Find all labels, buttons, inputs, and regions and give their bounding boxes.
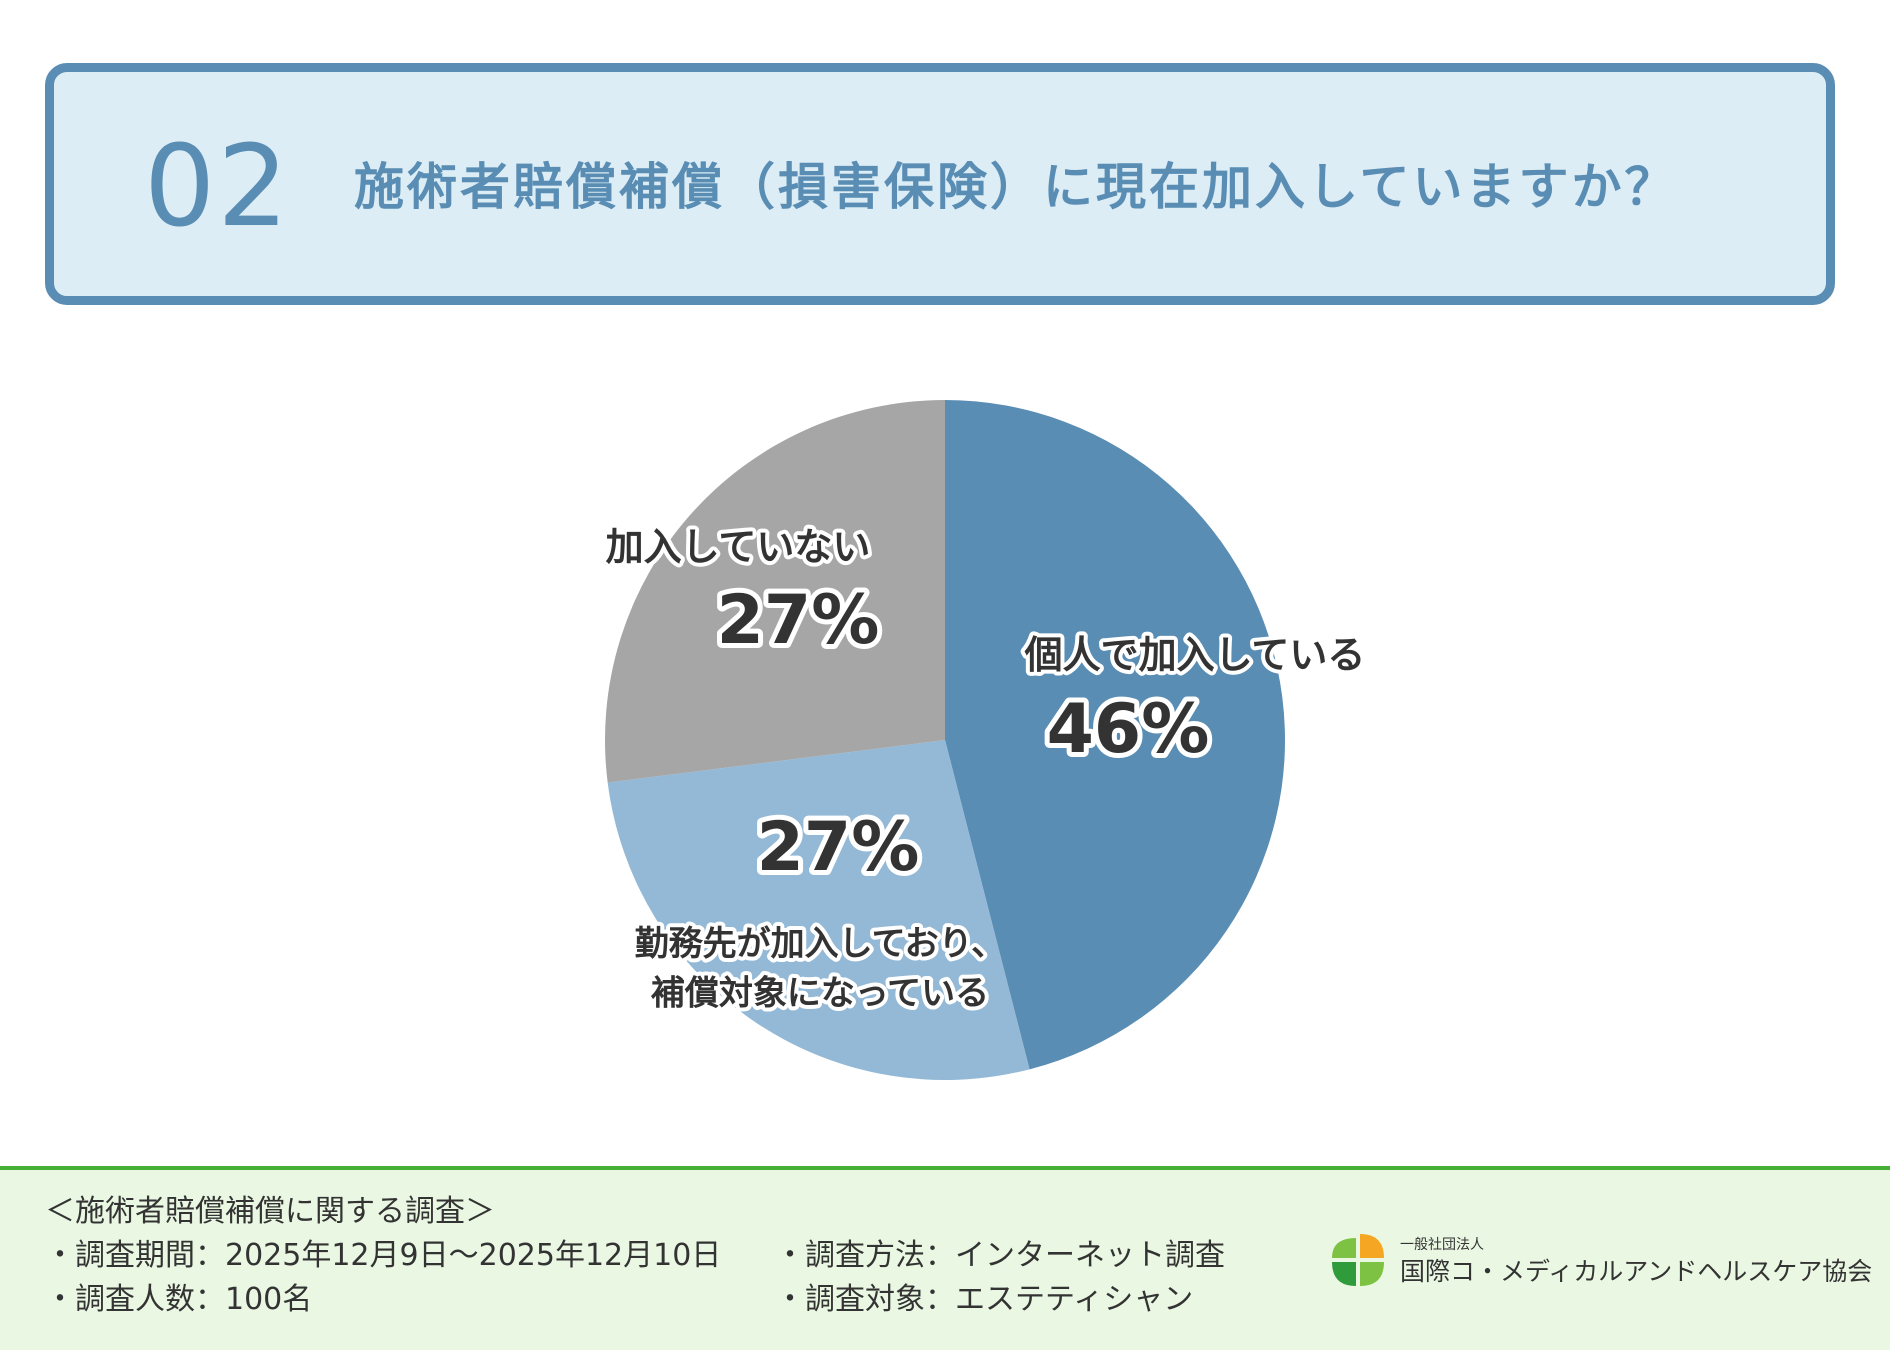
slice-label-3: 加入していない xyxy=(606,525,871,569)
organization-logo-icon xyxy=(1332,1234,1384,1286)
slice-label-2-line-2: 補償対象になっている xyxy=(651,973,989,1013)
survey-method: ・調査方法：インターネット調査 xyxy=(775,1238,1225,1273)
survey-footer: ＜施術者賠償補償に関する調査＞ ・調査期間：2025年12月9日～2025年12… xyxy=(0,1166,1890,1350)
pie-labels: 個人で加入している 46% 勤務先が加入しており、補償対象になっている 27% 加入して… xyxy=(602,521,1370,1017)
pie-slice-1 xyxy=(945,400,1286,1070)
pie-slice-2 xyxy=(607,740,1030,1081)
slice-value-2: 27% xyxy=(757,808,920,887)
slice-label-2-line-1: 勤務先が加入しており、 xyxy=(635,924,1006,964)
survey-title: ＜施術者賠償補償に関する調査＞ xyxy=(45,1194,495,1229)
survey-target: ・調査対象：エステティシャン xyxy=(775,1282,1194,1317)
organization-type: 一般社団法人 xyxy=(1400,1237,1484,1253)
pie-slice-3 xyxy=(604,400,945,783)
survey-period: ・調査期間：2025年12月9日～2025年12月10日 xyxy=(45,1238,722,1273)
question-number: 02 xyxy=(144,122,291,252)
question-header: 02 施術者賠償補償（損害保険）に現在加入していますか？ xyxy=(45,63,1835,305)
survey-count: ・調査人数：100名 xyxy=(45,1282,313,1317)
slice-value-3: 27% xyxy=(717,581,880,660)
slice-value-1: 46% xyxy=(1047,690,1210,769)
slice-label-1: 個人で加入している xyxy=(1024,633,1366,677)
pie-slices xyxy=(604,400,1286,1081)
pie-chart: 個人で加入している 46% 勤務先が加入しており、補償対象になっている 27% 加入して… xyxy=(602,400,1370,1081)
organization-name: 国際コ・メディカルアンドヘルスケア協会 xyxy=(1400,1257,1873,1286)
question-title: 施術者賠償補償（損害保険）に現在加入していますか？ xyxy=(354,158,1678,216)
